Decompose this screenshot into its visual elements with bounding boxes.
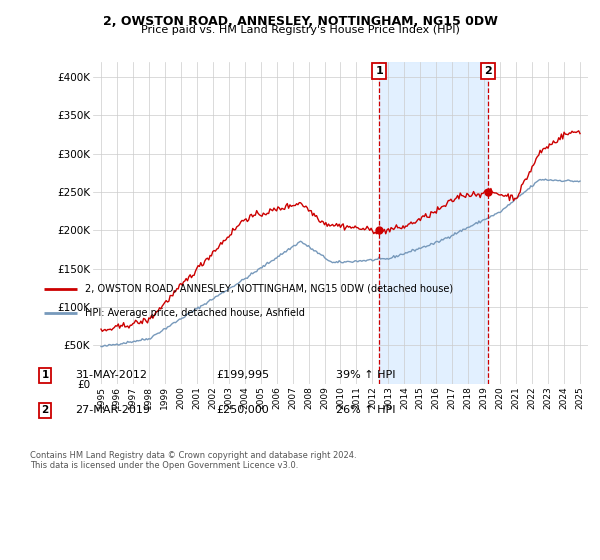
Text: 1: 1 — [41, 370, 49, 380]
Bar — [379, 62, 488, 384]
Text: 31-MAY-2012: 31-MAY-2012 — [75, 370, 147, 380]
Text: Price paid vs. HM Land Registry's House Price Index (HPI): Price paid vs. HM Land Registry's House … — [140, 25, 460, 35]
Text: 2: 2 — [41, 405, 49, 416]
Text: 2, OWSTON ROAD, ANNESLEY, NOTTINGHAM, NG15 0DW: 2, OWSTON ROAD, ANNESLEY, NOTTINGHAM, NG… — [103, 15, 497, 27]
Text: 2: 2 — [484, 66, 492, 76]
Text: 27-MAR-2019: 27-MAR-2019 — [75, 405, 150, 416]
Text: HPI: Average price, detached house, Ashfield: HPI: Average price, detached house, Ashf… — [85, 308, 305, 318]
Text: 39% ↑ HPI: 39% ↑ HPI — [336, 370, 395, 380]
Text: 1: 1 — [375, 66, 383, 76]
Text: £250,000: £250,000 — [216, 405, 269, 416]
Text: £199,995: £199,995 — [216, 370, 269, 380]
Text: 26% ↑ HPI: 26% ↑ HPI — [336, 405, 395, 416]
Text: 2, OWSTON ROAD, ANNESLEY, NOTTINGHAM, NG15 0DW (detached house): 2, OWSTON ROAD, ANNESLEY, NOTTINGHAM, NG… — [85, 284, 454, 294]
Text: Contains HM Land Registry data © Crown copyright and database right 2024.
This d: Contains HM Land Registry data © Crown c… — [30, 451, 356, 470]
